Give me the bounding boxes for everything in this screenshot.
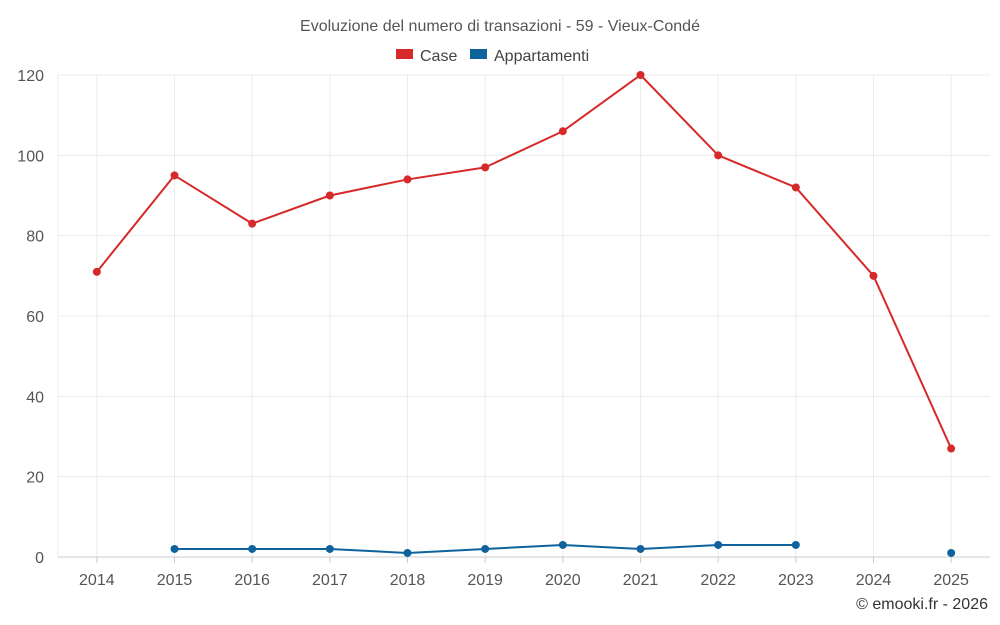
data-point-case[interactable] (947, 444, 956, 453)
y-tick-label: 0 (35, 550, 44, 567)
data-point-case[interactable] (714, 151, 723, 160)
series-group (92, 71, 956, 557)
x-tick-label: 2025 (933, 572, 969, 589)
data-point-appartamenti[interactable] (170, 544, 179, 553)
legend-swatch-appartamenti (470, 49, 487, 59)
x-tick-label: 2020 (545, 572, 581, 589)
x-tick-label: 2021 (623, 572, 659, 589)
data-point-case[interactable] (92, 267, 101, 276)
chart-title: Evoluzione del numero di transazioni - 5… (300, 18, 700, 35)
data-point-case[interactable] (791, 183, 800, 192)
y-tick-label: 100 (17, 148, 44, 165)
data-point-appartamenti[interactable] (403, 548, 412, 557)
legend-swatch-case (396, 49, 413, 59)
x-tick-label: 2016 (234, 572, 270, 589)
grid (57, 74, 990, 557)
data-point-case[interactable] (170, 171, 179, 180)
data-point-appartamenti[interactable] (947, 548, 956, 557)
data-point-appartamenti[interactable] (714, 540, 723, 549)
data-point-appartamenti[interactable] (325, 544, 334, 553)
y-tick-label: 120 (17, 68, 44, 85)
x-tick-label: 2024 (856, 572, 892, 589)
data-point-case[interactable] (403, 175, 412, 184)
series-appartamenti (170, 540, 956, 557)
x-tick-label: 2015 (157, 572, 193, 589)
x-tick-label: 2014 (79, 572, 115, 589)
x-tick-label: 2019 (467, 572, 503, 589)
data-point-case[interactable] (325, 191, 334, 200)
y-tick-label: 40 (26, 389, 44, 406)
data-point-case[interactable] (558, 127, 567, 136)
series-line-case (96, 74, 953, 449)
data-point-appartamenti[interactable] (248, 544, 257, 553)
data-point-appartamenti[interactable] (558, 540, 567, 549)
credit-text: © emooki.fr - 2026 (856, 596, 988, 613)
data-point-appartamenti[interactable] (481, 544, 490, 553)
x-tick-label: 2017 (312, 572, 348, 589)
x-tick-label: 2018 (390, 572, 426, 589)
y-tick-label: 60 (26, 309, 44, 326)
y-tick-label: 80 (26, 229, 44, 246)
legend-label-case: Case (420, 48, 457, 65)
series-case (92, 71, 956, 453)
data-point-appartamenti[interactable] (791, 540, 800, 549)
data-point-case[interactable] (636, 71, 645, 79)
data-point-case[interactable] (248, 219, 257, 228)
axes: 0 20 40 60 80 100 120 2014 2015 2016 2017 2018 2019 2… (17, 68, 990, 589)
legend: Case Appartamenti (396, 48, 589, 65)
data-point-case[interactable] (869, 271, 878, 280)
x-tick-label: 2022 (700, 572, 736, 589)
legend-label-appartamenti: Appartamenti (494, 48, 589, 65)
data-point-appartamenti[interactable] (636, 544, 645, 553)
legend-item-appartamenti[interactable]: Appartamenti (470, 48, 589, 65)
data-point-case[interactable] (481, 163, 490, 172)
y-tick-label: 20 (26, 470, 44, 487)
x-tick-label: 2023 (778, 572, 814, 589)
legend-item-case[interactable]: Case (396, 48, 457, 65)
